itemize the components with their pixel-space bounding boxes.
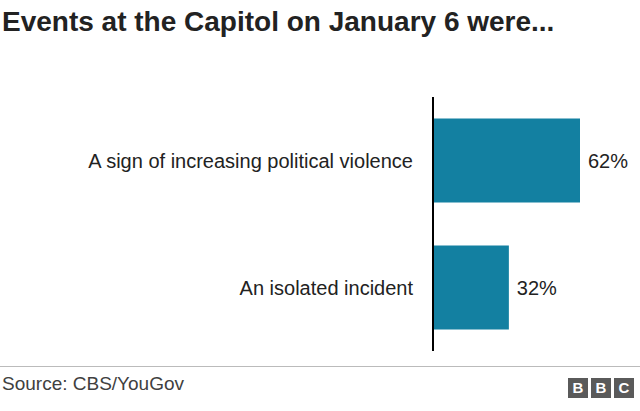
svg-text:A sign of increasing political: A sign of increasing political violence [88, 150, 413, 172]
html-text:B: B [572, 379, 584, 396]
html-text:B: B [595, 379, 607, 396]
svg-text:62%: 62% [588, 150, 628, 172]
html-text:C: C [618, 379, 630, 396]
html-text:Events at the Capitol on Janua: Events at the Capitol on January 6 were.… [2, 6, 555, 37]
svg-text:An isolated incident: An isolated incident [240, 277, 414, 299]
svg-text:32%: 32% [517, 277, 557, 299]
html-text:Source: CBS/YouGov: Source: CBS/YouGov [2, 373, 184, 394]
